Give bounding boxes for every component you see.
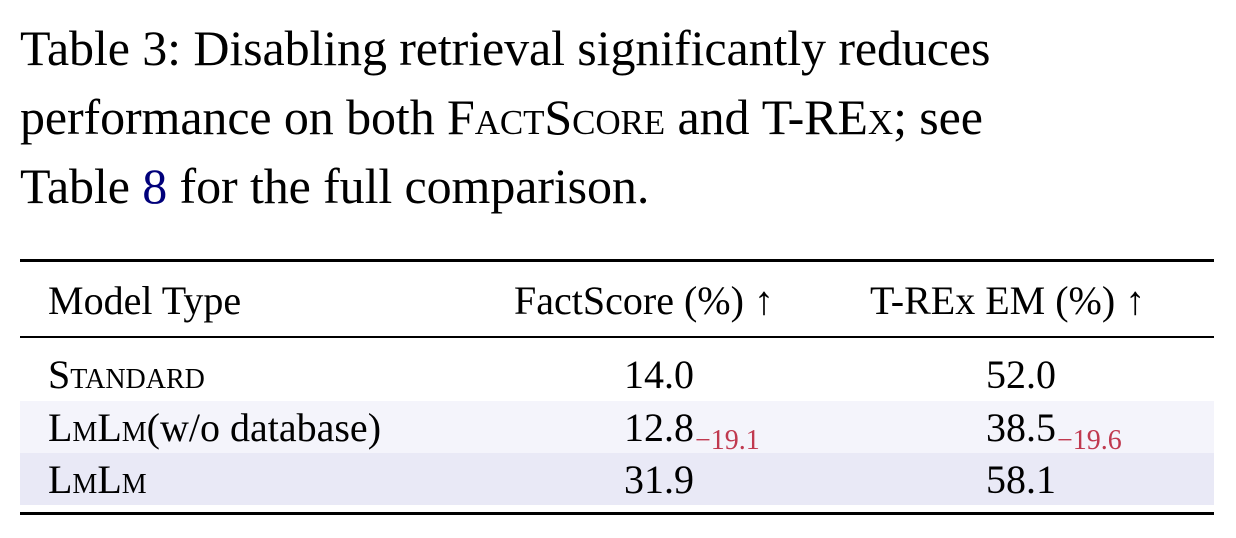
trex-name: T-REx [761, 89, 894, 145]
model-suffix: (w/o database) [146, 404, 382, 450]
header-model-type: Model Type [48, 277, 242, 323]
model-cell: Standard [48, 348, 205, 400]
factscore-value: 14.0 [624, 351, 694, 397]
caption-text: for the full comparison. [167, 158, 650, 214]
trex-value: 38.5 [986, 404, 1056, 450]
factscore-name: FactScore [447, 89, 666, 145]
caption-text: performance on both [20, 89, 448, 145]
header-factscore: FactScore (%) ↑ [514, 277, 774, 323]
model-cell: LmLm (w/o database) [48, 401, 381, 453]
trex-delta: −19.6 [1057, 425, 1122, 456]
table-row: Standard 14.0 52.0 [20, 348, 1214, 400]
model-name: LmLm [48, 404, 147, 450]
model-name: LmLm [48, 456, 147, 502]
trex-value: 52.0 [986, 351, 1056, 397]
table-caption: Table 3: Disabling retrieval significant… [20, 14, 1220, 221]
table-ref-link[interactable]: 8 [142, 158, 168, 214]
caption-line-2: performance on both FactScore and T-REx;… [20, 83, 1220, 152]
header-trex-em: T-REx EM (%) ↑ [870, 277, 1146, 323]
trex-cell: 52.0 [986, 348, 1057, 400]
table-header-row: Model Type FactScore (%) ↑ T-REx EM (%) … [20, 270, 1214, 330]
trex-value: 58.1 [986, 456, 1056, 502]
factscore-value: 31.9 [624, 456, 694, 502]
trex-cell: 58.1 [986, 453, 1057, 505]
table-row: LmLm (w/o database) 12.8 −19.1 38.5 −19.6 [20, 401, 1214, 457]
model-name: Standard [48, 351, 205, 397]
caption-line-3: Table 8 for the full comparison. [20, 152, 1220, 221]
factscore-value: 12.8 [624, 404, 694, 450]
factscore-delta: −19.1 [695, 425, 760, 456]
caption-text: ; see [893, 89, 983, 145]
factscore-cell: 14.0 [624, 348, 695, 400]
factscore-cell: 12.8 −19.1 [624, 401, 760, 457]
trex-cell: 38.5 −19.6 [986, 401, 1122, 457]
caption-line-1: Table 3: Disabling retrieval significant… [20, 20, 991, 76]
table-mid-rule [20, 336, 1214, 338]
caption-text: and [665, 89, 762, 145]
factscore-cell: 31.9 [624, 453, 695, 505]
caption-text: Table [20, 158, 143, 214]
model-cell: LmLm [48, 453, 147, 505]
table-bottom-rule [20, 512, 1214, 515]
table-top-rule [20, 259, 1214, 262]
table-row: LmLm 31.9 58.1 [20, 453, 1214, 505]
